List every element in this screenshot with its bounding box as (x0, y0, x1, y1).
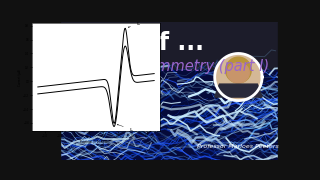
Bar (40, 70, 288, 160)
Text: E$_{pc}$: E$_{pc}$ (117, 124, 135, 133)
X-axis label: Potential (V vs Ag/AgCl): Potential (V vs Ag/AgCl) (80, 140, 112, 144)
Bar (40, 22, 60, 160)
Text: E$_{pa}$: E$_{pa}$ (128, 21, 142, 28)
Bar (40, 22, 288, 74)
Y-axis label: Current (µA): Current (µA) (18, 69, 22, 86)
Polygon shape (215, 84, 262, 97)
Bar (278, 22, 288, 160)
Polygon shape (228, 63, 249, 83)
Text: Basics of ...: Basics of ... (50, 31, 204, 55)
Text: Professor Marloes Peeters: Professor Marloes Peeters (197, 144, 279, 149)
Polygon shape (228, 63, 249, 83)
Text: Cyclic voltammetry (part I): Cyclic voltammetry (part I) (72, 59, 269, 74)
Polygon shape (215, 53, 262, 101)
Polygon shape (226, 57, 251, 83)
